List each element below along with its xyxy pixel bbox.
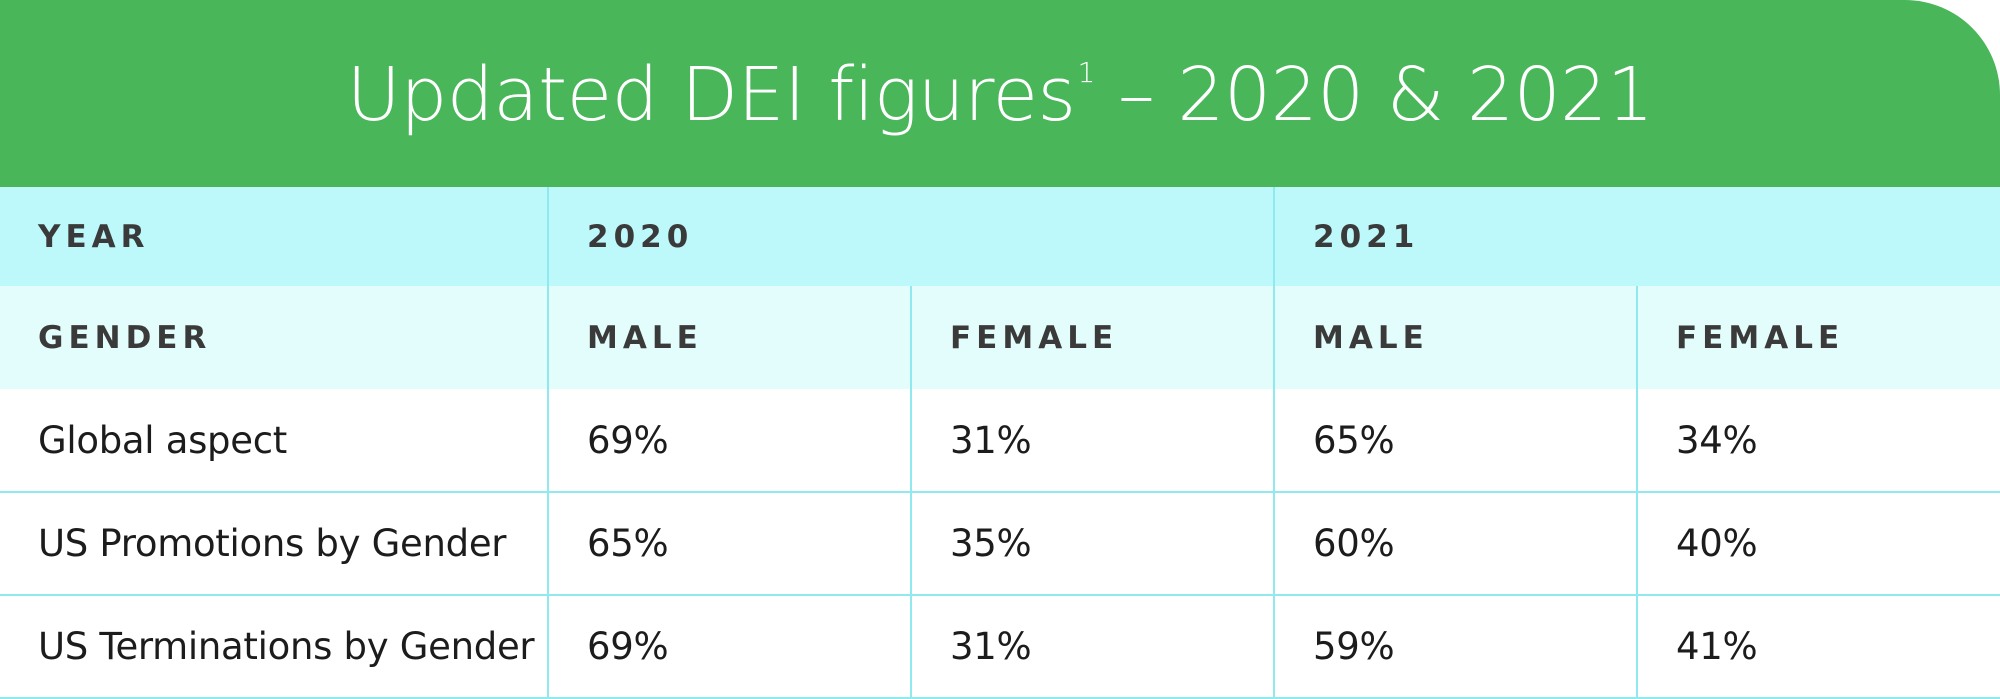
row-label: US Terminations by Gender xyxy=(0,594,548,699)
table-row: US Promotions by Gender 65% 35% 60% 40% xyxy=(0,491,2000,595)
table-cell: 40% xyxy=(1636,491,2000,595)
title-footnote-marker: 1 xyxy=(1077,55,1096,89)
year-label: YEAR xyxy=(0,187,548,286)
table-row: Global aspect 69% 31% 65% 34% xyxy=(0,389,2000,492)
table-cell: 65% xyxy=(1273,389,1637,492)
year-2021-header: 2021 xyxy=(1273,187,2000,286)
row-label: US Promotions by Gender xyxy=(0,491,548,595)
row-label: Global aspect xyxy=(0,389,548,492)
gender-header-row: GENDER MALE FEMALE MALE FEMALE xyxy=(0,286,2000,389)
gender-header-cell: FEMALE xyxy=(910,286,1274,389)
page-title: Updated DEI figures1 – 2020 & 2021 xyxy=(347,58,1654,132)
gender-header-cell: MALE xyxy=(547,286,911,389)
table-cell: 41% xyxy=(1636,594,2000,699)
gender-header-cell: MALE xyxy=(1273,286,1637,389)
dei-table: YEAR 2020 2021 GENDER MALE FEMALE MALE F… xyxy=(0,187,2000,699)
year-2020-header: 2020 xyxy=(547,187,1274,286)
year-header-row: YEAR 2020 2021 xyxy=(0,187,2000,286)
gender-header-cell: FEMALE xyxy=(1636,286,2000,389)
title-bar: Updated DEI figures1 – 2020 & 2021 xyxy=(0,0,2000,187)
title-main: Updated DEI figures xyxy=(346,51,1076,138)
table-cell: 69% xyxy=(547,389,911,492)
gender-label: GENDER xyxy=(0,286,548,389)
table-cell: 31% xyxy=(910,389,1274,492)
table-cell: 60% xyxy=(1273,491,1637,595)
table-row: US Terminations by Gender 69% 31% 59% 41… xyxy=(0,594,2000,699)
table-cell: 59% xyxy=(1273,594,1637,699)
table-cell: 31% xyxy=(910,594,1274,699)
table-cell: 34% xyxy=(1636,389,2000,492)
table-cell: 69% xyxy=(547,594,911,699)
table-cell: 65% xyxy=(547,491,911,595)
title-suffix: – 2020 & 2021 xyxy=(1094,51,1654,138)
table-cell: 35% xyxy=(910,491,1274,595)
